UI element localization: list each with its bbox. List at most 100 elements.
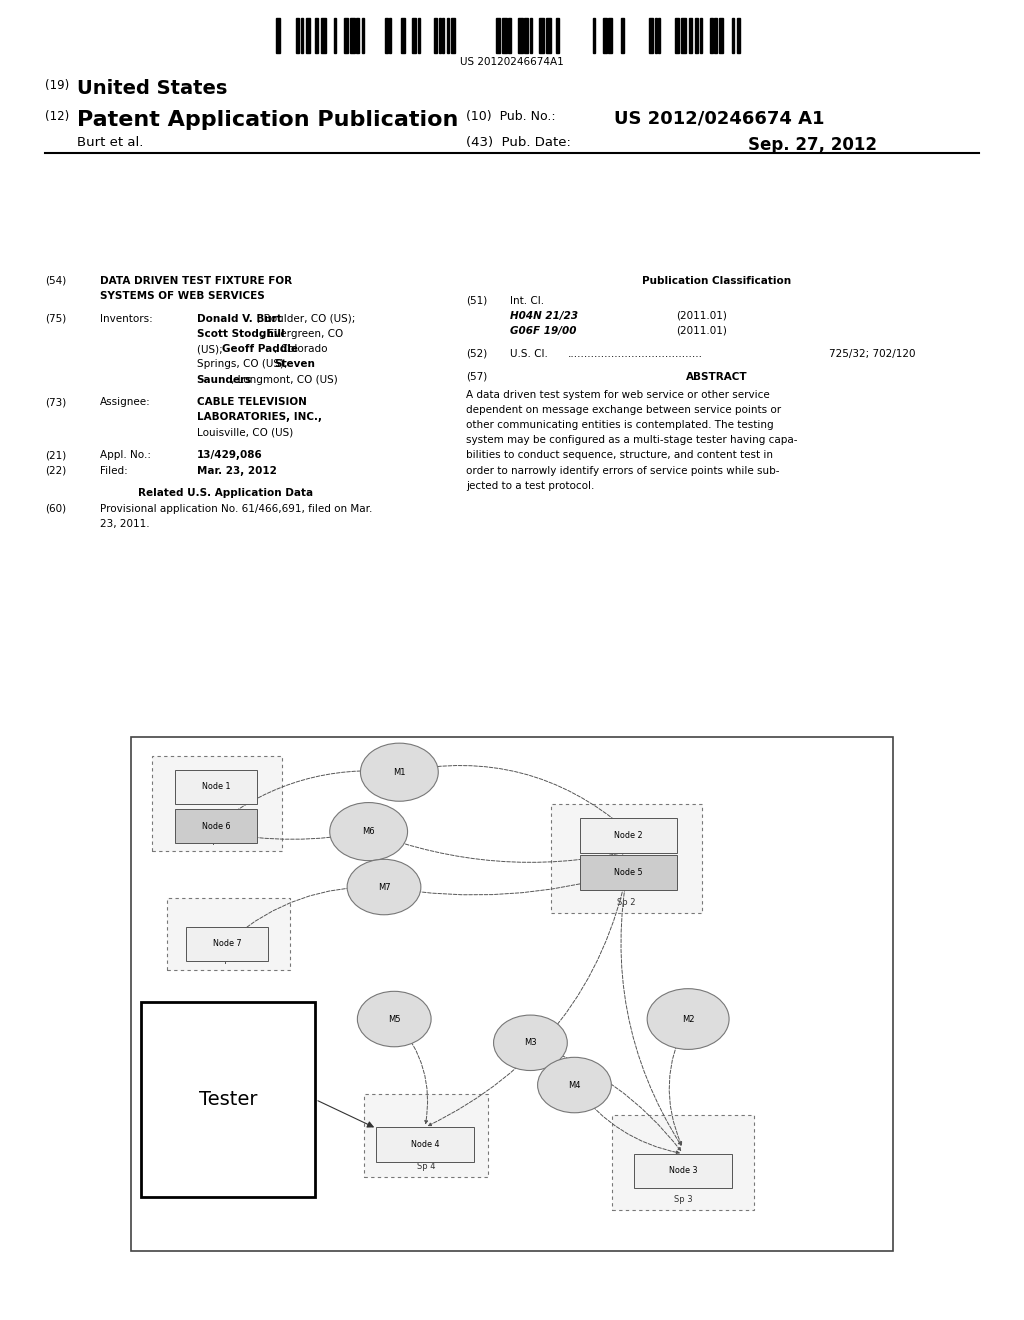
FancyArrowPatch shape — [669, 1022, 687, 1144]
Bar — [322, 18, 326, 53]
Text: United States: United States — [77, 79, 227, 98]
Text: dependent on message exchange between service points or: dependent on message exchange between se… — [466, 405, 781, 414]
Text: other communicating entities is contemplated. The testing: other communicating entities is contempl… — [466, 420, 773, 430]
Bar — [389, 18, 391, 53]
Text: bilities to conduct sequence, structure, and content test in: bilities to conduct sequence, structure,… — [466, 450, 773, 461]
Bar — [710, 18, 713, 53]
Bar — [186, 927, 268, 961]
Text: Geoff Paddle: Geoff Paddle — [222, 345, 298, 354]
Ellipse shape — [347, 859, 421, 915]
Text: A data driven test system for web service or other service: A data driven test system for web servic… — [466, 389, 770, 400]
FancyArrowPatch shape — [396, 1022, 428, 1123]
Bar — [401, 18, 406, 53]
Text: Node 3: Node 3 — [669, 1167, 697, 1175]
Bar — [719, 18, 723, 53]
Text: , Evergreen, CO: , Evergreen, CO — [261, 329, 343, 339]
Bar — [529, 18, 532, 53]
Text: (2011.01): (2011.01) — [676, 310, 727, 321]
Bar — [364, 1094, 488, 1177]
Bar — [276, 18, 280, 53]
Text: Node 5: Node 5 — [614, 869, 643, 876]
Bar — [602, 18, 607, 53]
Text: Inventors:: Inventors: — [100, 314, 154, 323]
Bar — [654, 18, 656, 53]
Bar — [649, 18, 653, 53]
Text: (43)  Pub. Date:: (43) Pub. Date: — [466, 136, 570, 149]
Bar — [556, 18, 559, 53]
Ellipse shape — [494, 1015, 567, 1071]
Text: Sp 4: Sp 4 — [417, 1162, 435, 1171]
Text: , Boulder, CO (US);: , Boulder, CO (US); — [257, 314, 355, 323]
Text: Sep. 27, 2012: Sep. 27, 2012 — [748, 136, 877, 154]
Text: ABSTRACT: ABSTRACT — [686, 371, 748, 381]
Text: US 20120246674A1: US 20120246674A1 — [460, 57, 564, 67]
Text: (60): (60) — [45, 503, 67, 513]
Text: M3: M3 — [524, 1039, 537, 1047]
Text: Node 4: Node 4 — [411, 1140, 439, 1148]
Ellipse shape — [647, 989, 729, 1049]
Text: Int. Cl.: Int. Cl. — [510, 296, 544, 306]
FancyArrowPatch shape — [220, 832, 366, 840]
Text: (12): (12) — [45, 110, 70, 123]
Bar — [418, 18, 420, 53]
Bar — [301, 18, 303, 53]
Text: M7: M7 — [378, 883, 390, 891]
Text: H04N 21/23: H04N 21/23 — [510, 310, 579, 321]
Text: Node 6: Node 6 — [202, 822, 230, 830]
Text: Steven: Steven — [274, 359, 315, 370]
Text: Donald V. Burt: Donald V. Burt — [197, 314, 282, 323]
Text: (US);: (US); — [197, 345, 225, 354]
Bar — [167, 898, 290, 970]
Text: (51): (51) — [466, 296, 487, 306]
Bar — [315, 18, 318, 53]
Bar — [356, 18, 358, 53]
Text: DATA DRIVEN TEST FIXTURE FOR: DATA DRIVEN TEST FIXTURE FOR — [100, 276, 293, 286]
Text: US 2012/0246674 A1: US 2012/0246674 A1 — [614, 110, 825, 128]
Bar — [732, 18, 734, 53]
Text: (10)  Pub. No.:: (10) Pub. No.: — [466, 110, 556, 123]
Text: Provisional application No. 61/466,691, filed on Mar.: Provisional application No. 61/466,691, … — [100, 503, 373, 513]
FancyArrowPatch shape — [387, 871, 625, 895]
Text: Burt et al.: Burt et al. — [77, 136, 143, 149]
Text: 13/429,086: 13/429,086 — [197, 450, 262, 461]
Bar — [503, 18, 507, 53]
Text: SYSTEMS OF WEB SERVICES: SYSTEMS OF WEB SERVICES — [100, 290, 265, 301]
Text: G06F 19/00: G06F 19/00 — [510, 326, 577, 337]
Bar — [715, 18, 717, 53]
Bar — [175, 809, 257, 843]
Text: CABLE TELEVISION: CABLE TELEVISION — [197, 397, 306, 408]
Bar — [657, 18, 660, 53]
Text: order to narrowly identify errors of service points while sub-: order to narrowly identify errors of ser… — [466, 466, 779, 475]
Bar — [608, 18, 612, 53]
Text: 23, 2011.: 23, 2011. — [100, 519, 150, 529]
Bar — [442, 18, 444, 53]
Ellipse shape — [360, 743, 438, 801]
Text: (54): (54) — [45, 276, 67, 286]
FancyBboxPatch shape — [131, 737, 893, 1251]
Text: ........................................: ........................................ — [568, 348, 703, 359]
Text: M5: M5 — [388, 1015, 400, 1023]
Text: , Colorado: , Colorado — [274, 345, 328, 354]
Text: (57): (57) — [466, 371, 487, 381]
Bar — [621, 18, 625, 53]
Text: jected to a test protocol.: jected to a test protocol. — [466, 480, 594, 491]
Text: Sp 3: Sp 3 — [674, 1195, 692, 1204]
Bar — [737, 18, 740, 53]
Bar — [361, 18, 364, 53]
Bar — [306, 18, 310, 53]
Text: M4: M4 — [568, 1081, 581, 1089]
Bar — [689, 18, 692, 53]
Text: Mar. 23, 2012: Mar. 23, 2012 — [197, 466, 276, 475]
Bar — [296, 18, 299, 53]
Text: Assignee:: Assignee: — [100, 397, 152, 408]
Bar — [497, 18, 500, 53]
FancyArrowPatch shape — [621, 867, 681, 1146]
Text: Saunders: Saunders — [197, 375, 252, 384]
Text: U.S. Cl.: U.S. Cl. — [510, 348, 548, 359]
Bar — [539, 18, 544, 53]
Text: LABORATORIES, INC.,: LABORATORIES, INC., — [197, 412, 322, 422]
Bar — [334, 18, 336, 53]
Bar — [439, 18, 441, 53]
Text: Louisville, CO (US): Louisville, CO (US) — [197, 428, 293, 438]
Text: M1: M1 — [393, 768, 406, 776]
